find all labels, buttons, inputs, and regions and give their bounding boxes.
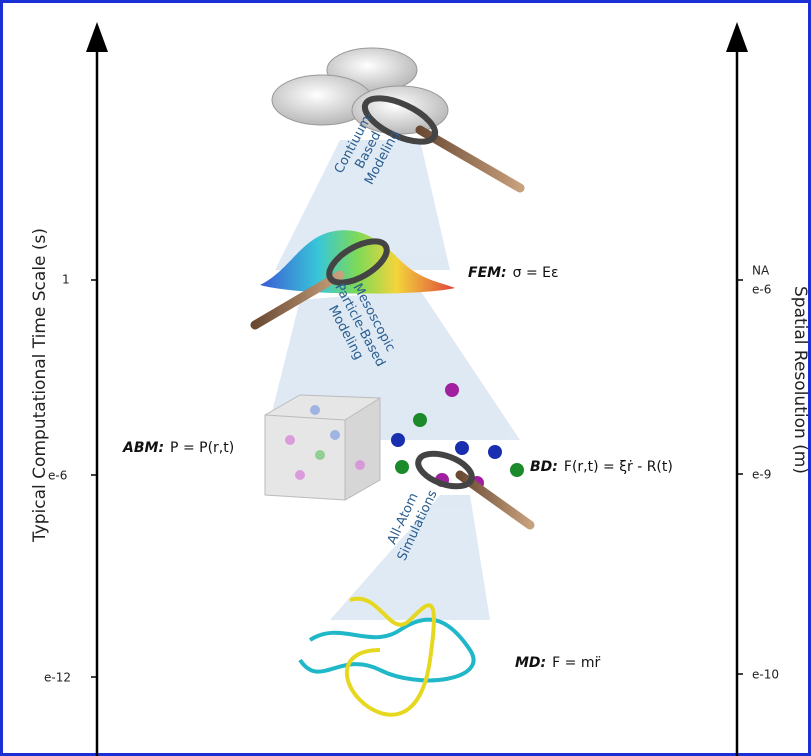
model-equation: MD:F = mr̈ <box>515 655 601 671</box>
tick-label: 1 <box>62 273 70 287</box>
tick-label: e-6 <box>752 283 771 297</box>
tick-label: e-9 <box>752 468 771 482</box>
model-equation: ABM:P = P(r,t) <box>122 440 234 456</box>
axis-label: Typical Computational Time Scale (s) <box>30 228 50 543</box>
model-equation: BD:F(r,t) = ξṙ - R(t) <box>530 459 673 475</box>
figure: 1 e-6 e-12 NA e-6 e-9 e-10 Typical Compu… <box>0 0 811 756</box>
tick-label: NA <box>752 264 770 278</box>
tick-label: e-6 <box>48 469 67 483</box>
axis-label: Spatial Resolution (m) <box>790 286 810 474</box>
abm-cube <box>265 395 380 500</box>
tick-label: e-10 <box>752 668 779 682</box>
tick-label: e-12 <box>44 671 71 685</box>
model-equation: FEM:σ = Eε <box>468 265 559 281</box>
